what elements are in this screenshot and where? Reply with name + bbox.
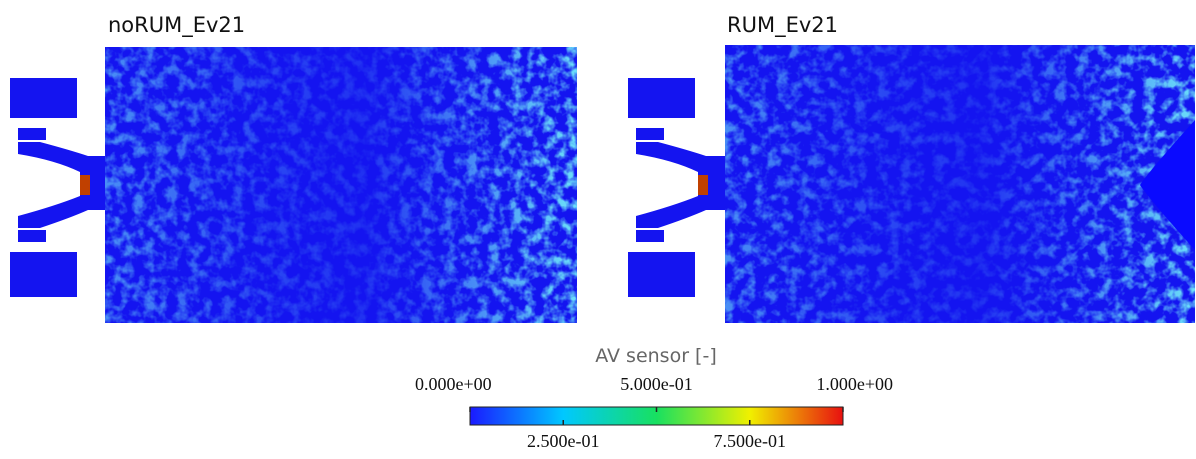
contour-field: [105, 47, 577, 323]
tick-label: 0.000e+00: [415, 374, 492, 394]
contour-field: [725, 45, 1195, 323]
tick-label: 1.000e+00: [816, 374, 893, 394]
panel-title: noRUM_Ev21: [108, 13, 245, 38]
contour-core: [1140, 120, 1195, 250]
injector-tip: [698, 175, 708, 195]
tick-label: 5.000e-01: [620, 374, 692, 394]
tick-label: 7.500e-01: [714, 431, 786, 451]
panel-rum: RUM_Ev21: [628, 13, 1195, 323]
tick-label: 2.500e-01: [527, 431, 599, 451]
injector-tip: [80, 175, 90, 195]
panel-title: RUM_Ev21: [727, 13, 838, 38]
panel-norum: noRUM_Ev21: [10, 13, 577, 323]
colorbar-label: AV sensor [-]: [595, 345, 717, 367]
colorbar: AV sensor [-] 0.000e+00 2.500e-01 5.000e-0…: [415, 345, 893, 451]
injector: [628, 78, 725, 297]
injector: [10, 78, 105, 297]
